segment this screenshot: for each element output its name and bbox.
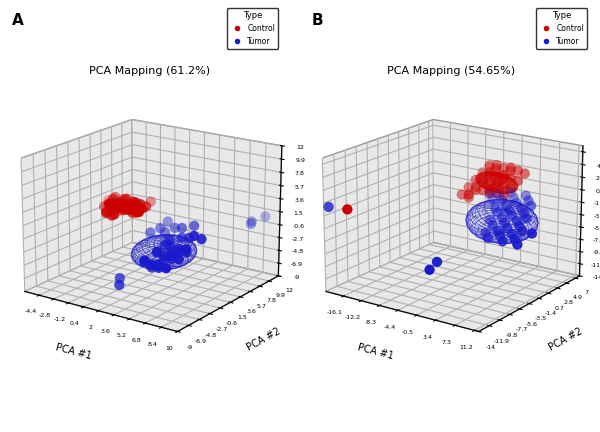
X-axis label: PCA #1: PCA #1 (356, 343, 394, 362)
Legend: Control, Tumor: Control, Tumor (536, 8, 587, 49)
Y-axis label: PCA #2: PCA #2 (547, 326, 584, 353)
Text: A: A (12, 13, 24, 28)
Legend: Control, Tumor: Control, Tumor (227, 8, 278, 49)
Title: PCA Mapping (54.65%): PCA Mapping (54.65%) (386, 66, 515, 76)
Text: B: B (312, 13, 323, 28)
X-axis label: PCA #1: PCA #1 (55, 343, 93, 362)
Y-axis label: PCA #2: PCA #2 (245, 326, 283, 353)
Title: PCA Mapping (61.2%): PCA Mapping (61.2%) (89, 66, 210, 76)
